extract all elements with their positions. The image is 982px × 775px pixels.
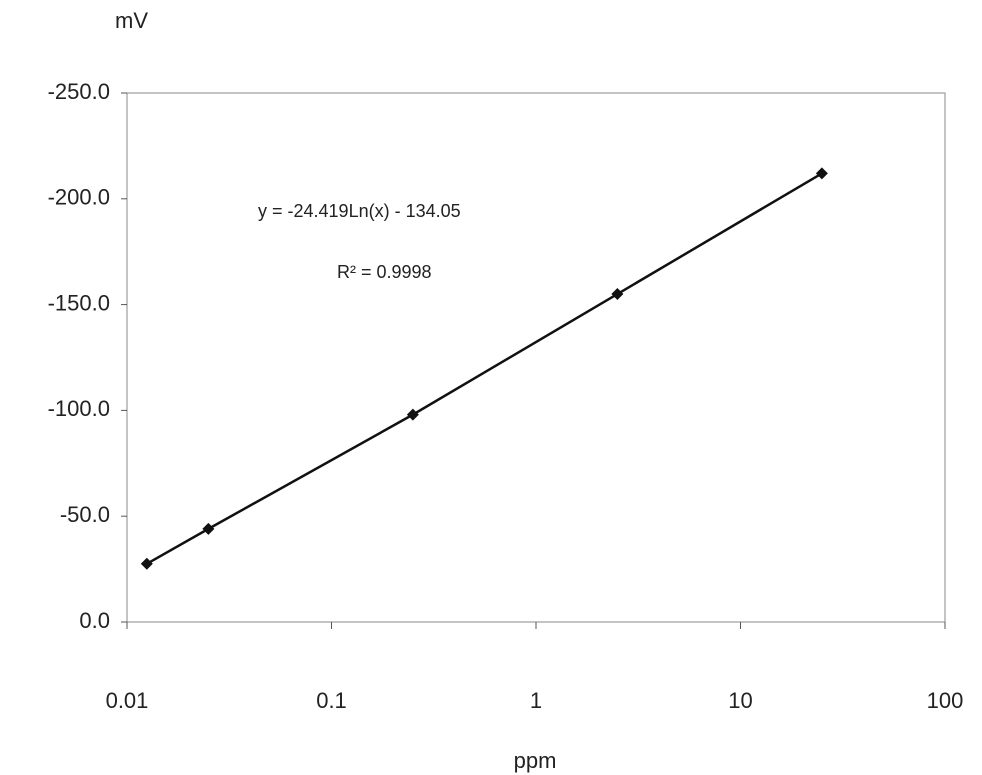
chart: mV ppm y = -24.419Ln(x) - 134.05 R² = 0.… bbox=[0, 0, 982, 775]
page: mV ppm y = -24.419Ln(x) - 134.05 R² = 0.… bbox=[0, 0, 982, 775]
x-tick-label: 0.1 bbox=[316, 688, 347, 713]
y-tick-label: -100.0 bbox=[48, 396, 110, 421]
y-tick-label: -150.0 bbox=[48, 290, 110, 315]
r-squared: R² = 0.9998 bbox=[337, 262, 432, 282]
data-point bbox=[407, 409, 419, 421]
x-tick-label: 0.01 bbox=[106, 688, 149, 713]
y-tick-label: -250.0 bbox=[48, 79, 110, 104]
data-point bbox=[611, 288, 623, 300]
trend-line bbox=[147, 173, 822, 563]
x-axis-label: ppm bbox=[514, 748, 557, 773]
equation: y = -24.419Ln(x) - 134.05 bbox=[258, 201, 461, 221]
y-tick-label: 0.0 bbox=[79, 608, 110, 633]
data-point bbox=[816, 167, 828, 179]
x-tick-label: 100 bbox=[927, 688, 964, 713]
data-point bbox=[141, 558, 153, 570]
x-tick-label: 10 bbox=[728, 688, 752, 713]
x-tick-label: 1 bbox=[530, 688, 542, 713]
y-tick-label: -50.0 bbox=[60, 502, 110, 527]
y-tick-label: -200.0 bbox=[48, 185, 110, 210]
y-axis-label: mV bbox=[115, 8, 148, 33]
data-point bbox=[202, 523, 214, 535]
